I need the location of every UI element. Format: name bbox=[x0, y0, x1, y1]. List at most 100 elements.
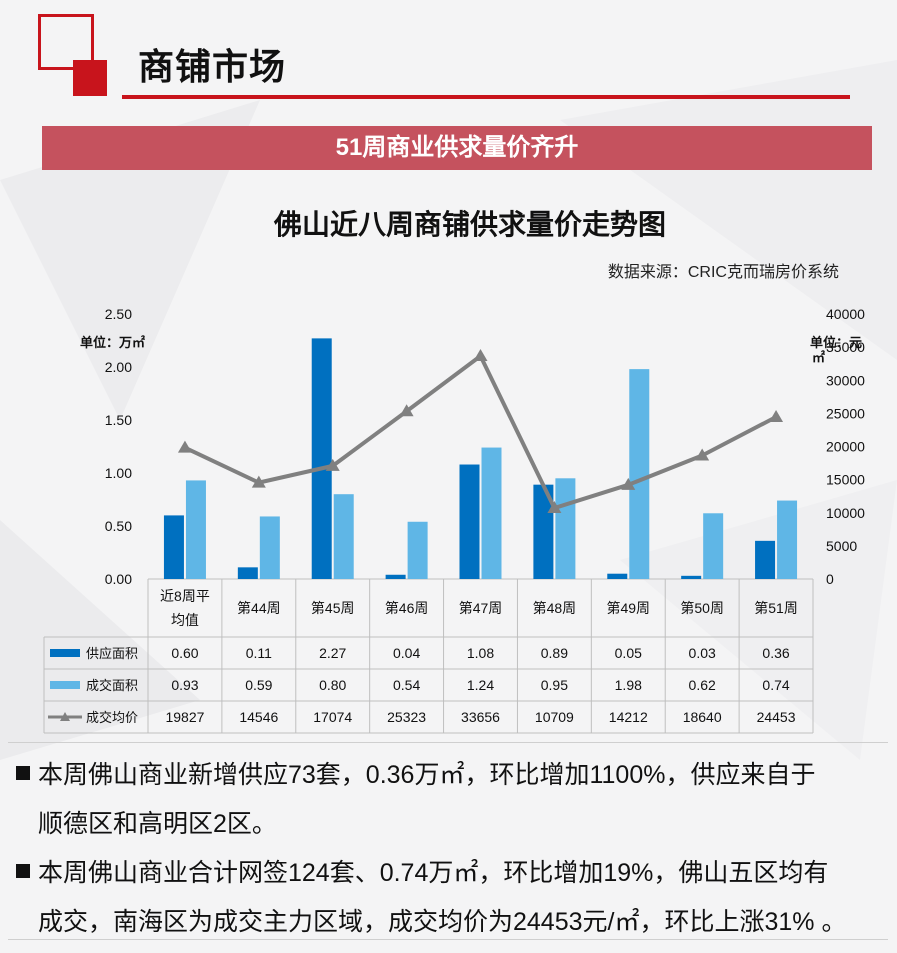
category-label: 第44周 bbox=[237, 600, 281, 616]
bar-deal bbox=[333, 494, 354, 579]
price-point bbox=[621, 477, 636, 490]
table-cell-value: 1.08 bbox=[467, 645, 494, 661]
note-2-line-2: 成交，南海区为成交主力区域，成交均价为24453元/㎡，环比上涨31% 。 bbox=[38, 908, 847, 936]
bullet-square-icon bbox=[16, 864, 30, 878]
bar-supply bbox=[459, 464, 480, 579]
legend-marker bbox=[60, 712, 70, 721]
bullet-square-icon bbox=[16, 766, 30, 780]
bar-deal bbox=[555, 478, 576, 579]
price-point bbox=[251, 475, 266, 488]
table-cell-value: 33656 bbox=[461, 709, 500, 725]
price-point bbox=[177, 440, 192, 453]
left-tick-label: 2.50 bbox=[105, 306, 132, 322]
table-cell-value: 0.80 bbox=[319, 677, 346, 693]
bar-deal bbox=[629, 369, 650, 579]
right-tick-label: 40000 bbox=[826, 306, 865, 322]
table-cell-value: 0.93 bbox=[171, 677, 198, 693]
bar-supply bbox=[755, 540, 776, 579]
table-cell-value: 1.98 bbox=[615, 677, 642, 693]
category-label: 第47周 bbox=[459, 600, 503, 616]
summary-notes: 本周佛山商业新增供应73套，0.36万㎡，环比增加1100%，供应来自于 顺德区… bbox=[8, 742, 888, 940]
right-tick-label: 25000 bbox=[826, 405, 865, 421]
logo-square bbox=[73, 60, 107, 96]
bar-supply bbox=[385, 574, 406, 579]
right-tick-label: 10000 bbox=[826, 505, 865, 521]
bar-deal bbox=[259, 516, 280, 579]
legend-label: 成交均价 bbox=[86, 710, 138, 725]
right-tick-label: 15000 bbox=[826, 472, 865, 488]
table-cell-value: 0.11 bbox=[246, 645, 272, 661]
table-cell-value: 24453 bbox=[757, 709, 796, 725]
right-tick-label: 35000 bbox=[826, 339, 865, 355]
category-label: 第51周 bbox=[754, 600, 798, 616]
category-label: 第50周 bbox=[680, 600, 724, 616]
table-cell-value: 0.74 bbox=[762, 677, 789, 693]
table-cell-value: 14546 bbox=[239, 709, 278, 725]
bar-deal bbox=[407, 521, 428, 579]
table-cell-value: 0.05 bbox=[615, 645, 642, 661]
table-cell-value: 18640 bbox=[683, 709, 722, 725]
right-tick-label: 30000 bbox=[826, 372, 865, 388]
right-axis-unit-sub: ㎡ bbox=[812, 350, 826, 365]
right-tick-label: 20000 bbox=[826, 439, 865, 455]
category-label: 均值 bbox=[171, 612, 199, 628]
right-tick-label: 0 bbox=[826, 571, 834, 587]
table-cell-value: 0.62 bbox=[689, 677, 716, 693]
table-cell-value: 0.36 bbox=[762, 645, 789, 661]
logo-frame bbox=[38, 14, 94, 70]
category-label: 第48周 bbox=[533, 600, 577, 616]
bar-supply bbox=[681, 575, 702, 579]
bar-supply bbox=[163, 515, 184, 579]
category-label: 近8周平 bbox=[160, 588, 210, 604]
price-point bbox=[769, 409, 784, 422]
category-label: 第45周 bbox=[311, 600, 355, 616]
table-cell-value: 0.89 bbox=[541, 645, 568, 661]
right-axis-unit: 单位：元 bbox=[810, 335, 863, 350]
bar-deal bbox=[481, 447, 502, 579]
left-axis-unit: 单位：万㎡ bbox=[80, 335, 146, 350]
bar-deal bbox=[185, 480, 206, 579]
price-point bbox=[325, 458, 340, 471]
left-tick-label: 1.00 bbox=[105, 465, 132, 481]
note-2-line-1: 本周佛山商业合计网签124套、0.74万㎡，环比增加19%，佛山五区均有 bbox=[16, 849, 884, 898]
table-cell-value: 2.27 bbox=[319, 645, 346, 661]
section-banner: 51周商业供求量价齐升 bbox=[42, 126, 872, 170]
price-point bbox=[399, 404, 414, 417]
right-tick-label: 5000 bbox=[826, 538, 857, 554]
legend-swatch bbox=[50, 649, 80, 657]
price-point bbox=[547, 501, 562, 514]
left-tick-label: 0.00 bbox=[105, 571, 132, 587]
table-cell-value: 14212 bbox=[609, 709, 648, 725]
left-tick-label: 1.50 bbox=[105, 412, 132, 428]
page-title: 商铺市场 bbox=[138, 46, 287, 87]
note-1-line-2: 顺德区和高明区2区。 bbox=[38, 810, 277, 838]
bar-deal bbox=[777, 500, 798, 579]
note-1: 本周佛山商业新增供应73套，0.36万㎡，环比增加1100%，供应来自于 顺德区… bbox=[16, 751, 884, 849]
table-cell-value: 0.60 bbox=[171, 645, 198, 661]
chart-title: 佛山近八周商铺供求量价走势图 bbox=[273, 209, 666, 240]
note-2: 本周佛山商业合计网签124套、0.74万㎡，环比增加19%，佛山五区均有 成交，… bbox=[16, 849, 884, 947]
legend-label: 成交面积 bbox=[86, 678, 138, 693]
price-point bbox=[695, 448, 710, 461]
table-cell-value: 0.04 bbox=[393, 645, 420, 661]
bar-supply bbox=[607, 573, 628, 579]
note-1-line-1: 本周佛山商业新增供应73套，0.36万㎡，环比增加1100%，供应来自于 bbox=[16, 751, 884, 800]
category-label: 第46周 bbox=[385, 600, 429, 616]
table-cell-value: 0.03 bbox=[689, 645, 716, 661]
bar-supply bbox=[237, 567, 258, 579]
legend-label: 供应面积 bbox=[86, 646, 138, 661]
table-cell-value: 25323 bbox=[387, 709, 426, 725]
left-tick-label: 0.50 bbox=[105, 518, 132, 534]
table-cell-value: 10709 bbox=[535, 709, 574, 725]
table-cell-value: 0.54 bbox=[393, 677, 420, 693]
price-point bbox=[473, 349, 488, 362]
data-source: 数据来源：CRIC克而瑞房价系统 bbox=[607, 264, 839, 281]
bar-supply bbox=[533, 484, 554, 579]
table-cell-value: 17074 bbox=[313, 709, 352, 725]
table-cell-value: 0.95 bbox=[541, 677, 568, 693]
left-tick-label: 2.00 bbox=[105, 359, 132, 375]
price-line bbox=[184, 354, 777, 511]
title-underline bbox=[122, 95, 850, 99]
table-cell-value: 0.59 bbox=[245, 677, 272, 693]
category-label: 第49周 bbox=[606, 600, 650, 616]
